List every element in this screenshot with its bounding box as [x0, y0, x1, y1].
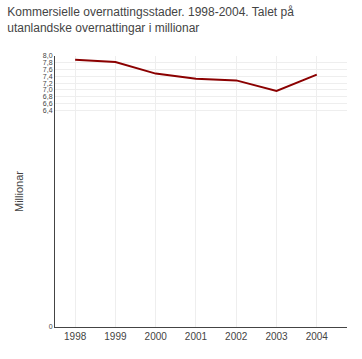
svg-text:2000: 2000	[145, 331, 168, 342]
svg-text:7,8: 7,8	[43, 59, 53, 66]
svg-text:7,0: 7,0	[43, 86, 53, 93]
svg-text:7,6: 7,6	[43, 66, 53, 73]
svg-text:2003: 2003	[265, 331, 288, 342]
svg-text:1998: 1998	[64, 331, 87, 342]
svg-text:6,6: 6,6	[43, 100, 53, 107]
svg-text:0: 0	[49, 323, 53, 330]
svg-text:Millionar: Millionar	[13, 171, 25, 212]
svg-text:6,4: 6,4	[43, 107, 53, 114]
svg-text:2004: 2004	[306, 331, 329, 342]
svg-text:2002: 2002	[225, 331, 248, 342]
svg-text:7,4: 7,4	[43, 73, 53, 80]
svg-text:1999: 1999	[104, 331, 127, 342]
svg-text:6,8: 6,8	[43, 93, 53, 100]
svg-text:2001: 2001	[185, 331, 208, 342]
svg-text:Kommersielle overnattingsstade: Kommersielle overnattingsstader. 1998-20…	[7, 5, 294, 35]
svg-text:7,2: 7,2	[43, 80, 53, 87]
svg-text:8,0: 8,0	[43, 52, 53, 59]
